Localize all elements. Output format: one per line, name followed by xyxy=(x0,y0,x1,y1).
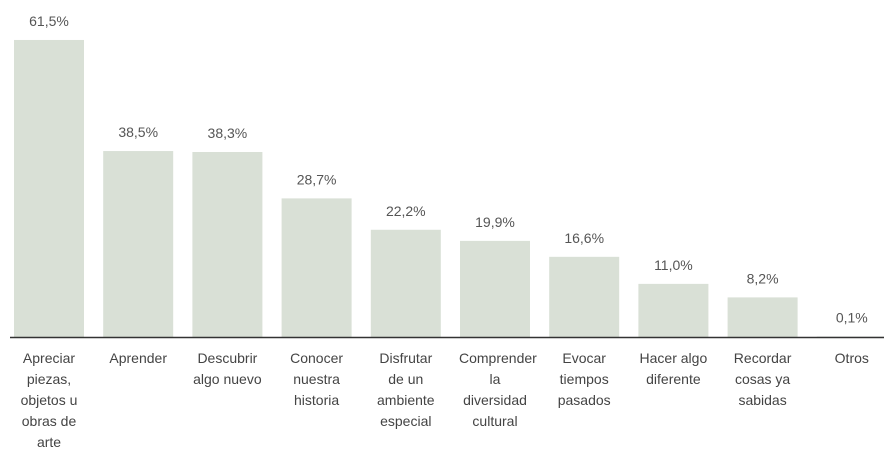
bar xyxy=(638,283,709,337)
category-label: Evocar tiempos pasados xyxy=(557,350,611,408)
bar xyxy=(370,229,441,337)
category-label: Aprender xyxy=(109,350,167,366)
category-label: Conocer nuestra historia xyxy=(290,350,344,408)
value-label: 0,1% xyxy=(836,310,868,326)
bar xyxy=(103,151,174,337)
bar xyxy=(549,256,620,337)
bar xyxy=(192,152,263,337)
value-label: 22,2% xyxy=(386,203,426,219)
category-label: Hacer algo diferente xyxy=(639,350,708,387)
bar xyxy=(727,297,798,337)
bar xyxy=(281,198,352,337)
category-label: Comprender la diversidad cultural xyxy=(459,350,537,429)
value-label: 11,0% xyxy=(654,257,693,273)
value-label: 61,5% xyxy=(29,13,69,29)
value-label: 28,7% xyxy=(297,171,337,187)
bar xyxy=(14,39,84,338)
value-label: 19,9% xyxy=(475,214,515,230)
category-label: Apreciar piezas, objetos u obras de arte xyxy=(20,350,78,450)
value-label: 8,2% xyxy=(747,270,779,286)
bar xyxy=(460,240,530,337)
category-label: Recordar cosas ya sabidas xyxy=(733,350,792,408)
category-label: Descubrir algo nuevo xyxy=(193,350,262,387)
value-label: 38,5% xyxy=(118,124,158,140)
value-label: 38,3% xyxy=(208,125,248,141)
category-label: Otros xyxy=(834,350,869,366)
category-label: Disfrutar de un ambiente especial xyxy=(377,350,435,429)
value-label: 16,6% xyxy=(564,230,604,246)
